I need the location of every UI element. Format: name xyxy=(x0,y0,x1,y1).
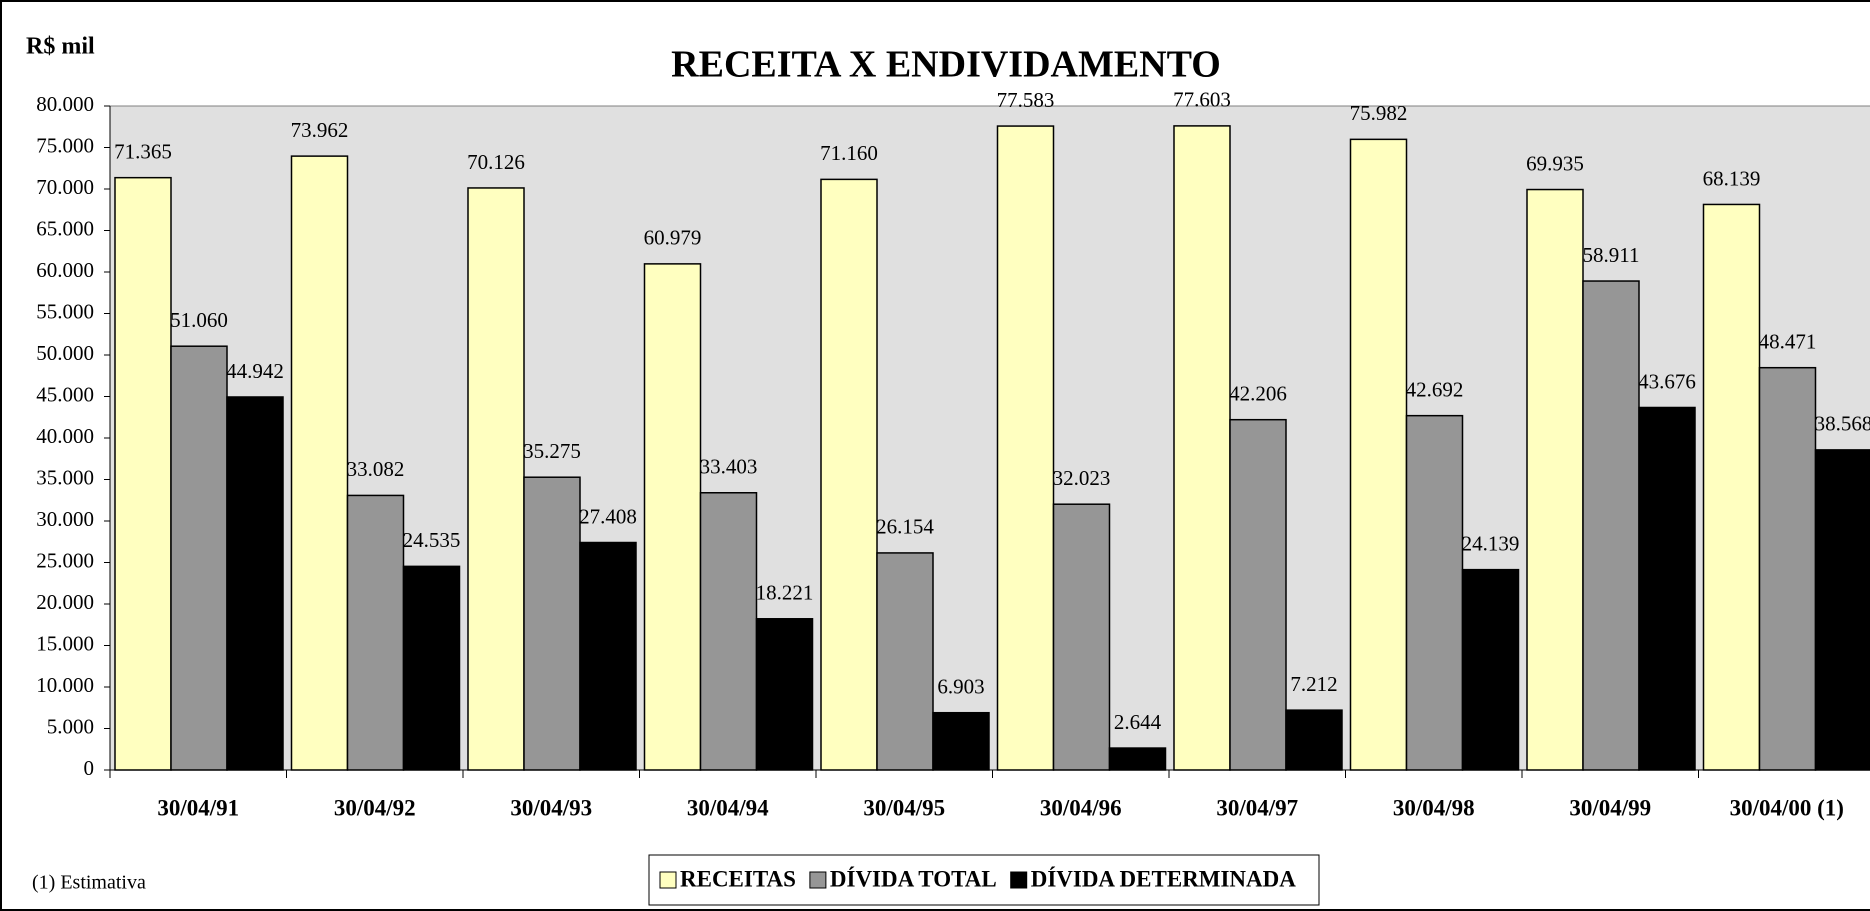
bar xyxy=(820,178,878,771)
value-label: 24.535 xyxy=(403,528,461,552)
bar xyxy=(1108,747,1167,771)
y-tick-label: 35.000 xyxy=(36,465,94,489)
y-tick-label: 55.000 xyxy=(36,299,94,323)
value-label: 51.060 xyxy=(170,308,228,332)
value-label: 6.903 xyxy=(937,675,984,699)
bar xyxy=(579,541,637,771)
legend-swatch xyxy=(809,871,827,889)
y-tick-label: 5.000 xyxy=(47,714,94,738)
y-tick-label: 70.000 xyxy=(36,175,94,199)
bar xyxy=(1814,449,1870,771)
value-label: 71.160 xyxy=(820,141,878,165)
bar xyxy=(643,263,702,771)
y-axis-label: R$ mil xyxy=(26,34,95,60)
y-tick-label: 50.000 xyxy=(36,341,94,365)
bar xyxy=(226,396,284,771)
bar xyxy=(1285,709,1343,771)
value-label: 71.365 xyxy=(114,139,172,163)
bar xyxy=(1173,125,1231,771)
value-label: 70.126 xyxy=(467,150,525,174)
x-tick-label: 30/04/92 xyxy=(334,795,416,820)
value-label: 38.568 xyxy=(1815,412,1870,436)
value-label: 7.212 xyxy=(1290,672,1337,696)
legend-label: DÍVIDA DETERMINADA xyxy=(1031,866,1297,891)
chart-title: RECEITA X ENDIVIDAMENTO xyxy=(671,44,1221,86)
x-tick-label: 30/04/00 (1) xyxy=(1730,795,1844,820)
x-tick-label: 30/04/95 xyxy=(863,795,945,820)
bar xyxy=(523,476,581,771)
x-tick-label: 30/04/91 xyxy=(157,795,239,820)
legend-swatch xyxy=(659,871,677,889)
value-label: 24.139 xyxy=(1462,531,1520,555)
value-label: 69.935 xyxy=(1526,151,1584,175)
value-label: 48.471 xyxy=(1759,330,1817,354)
y-tick-label: 80.000 xyxy=(36,92,94,116)
annotation: (1) Estimativa xyxy=(32,872,146,894)
y-tick-label: 45.000 xyxy=(36,382,94,406)
y-tick-label: 25.000 xyxy=(36,548,94,572)
bar xyxy=(996,125,1055,771)
bar xyxy=(1461,568,1520,771)
legend-swatch xyxy=(1010,871,1028,889)
y-tick-label: 40.000 xyxy=(36,424,94,448)
x-tick-label: 30/04/93 xyxy=(510,795,592,820)
value-label: 35.275 xyxy=(523,439,581,463)
bar xyxy=(467,187,525,771)
value-label: 42.692 xyxy=(1406,377,1464,401)
y-tick-label: 65.000 xyxy=(36,216,94,240)
bar xyxy=(699,492,758,771)
legend xyxy=(648,854,1320,906)
value-label: 43.676 xyxy=(1638,369,1696,393)
bar xyxy=(114,176,172,771)
y-tick-label: 75.000 xyxy=(36,133,94,157)
bar xyxy=(290,155,349,771)
value-label: 27.408 xyxy=(579,504,637,528)
value-label: 60.979 xyxy=(644,226,702,250)
value-label: 2.644 xyxy=(1114,710,1162,734)
value-label: 77.583 xyxy=(997,88,1055,112)
x-tick-label: 30/04/96 xyxy=(1040,795,1122,820)
bar xyxy=(346,494,405,771)
bar xyxy=(1229,418,1287,771)
value-label: 44.942 xyxy=(226,359,284,383)
bar xyxy=(1526,188,1584,771)
x-tick-label: 30/04/94 xyxy=(687,795,769,820)
value-label: 73.962 xyxy=(291,118,349,142)
bar xyxy=(932,711,990,771)
value-label: 77.603 xyxy=(1173,88,1231,112)
value-label: 32.023 xyxy=(1053,466,1111,490)
y-tick-label: 20.000 xyxy=(36,590,94,614)
value-label: 75.982 xyxy=(1350,101,1408,125)
value-label: 26.154 xyxy=(876,515,934,539)
y-tick-label: 10.000 xyxy=(36,673,94,697)
bar xyxy=(755,618,814,771)
legend-label: DÍVIDA TOTAL xyxy=(830,866,997,891)
bar xyxy=(402,565,461,771)
x-tick-label: 30/04/99 xyxy=(1569,795,1651,820)
value-label: 33.082 xyxy=(347,457,405,481)
value-label: 58.911 xyxy=(1583,243,1640,267)
y-tick-label: 0 xyxy=(84,756,95,780)
bar xyxy=(1349,138,1408,771)
x-tick-label: 30/04/98 xyxy=(1393,795,1475,820)
bar xyxy=(1638,406,1696,771)
y-tick-label: 15.000 xyxy=(36,631,94,655)
y-tick-label: 30.000 xyxy=(36,507,94,531)
bar xyxy=(1405,414,1464,771)
bar xyxy=(1582,280,1640,771)
y-tick-label: 60.000 xyxy=(36,258,94,282)
bar xyxy=(1702,203,1761,771)
value-label: 18.221 xyxy=(756,581,814,605)
value-label: 33.403 xyxy=(700,455,758,479)
bar xyxy=(1052,503,1111,771)
bar xyxy=(1758,366,1817,771)
x-tick-label: 30/04/97 xyxy=(1216,795,1298,820)
value-label: 42.206 xyxy=(1229,382,1287,406)
bar xyxy=(170,345,228,771)
legend-label: RECEITAS xyxy=(680,866,796,891)
value-label: 68.139 xyxy=(1703,166,1761,190)
bar xyxy=(876,552,934,771)
